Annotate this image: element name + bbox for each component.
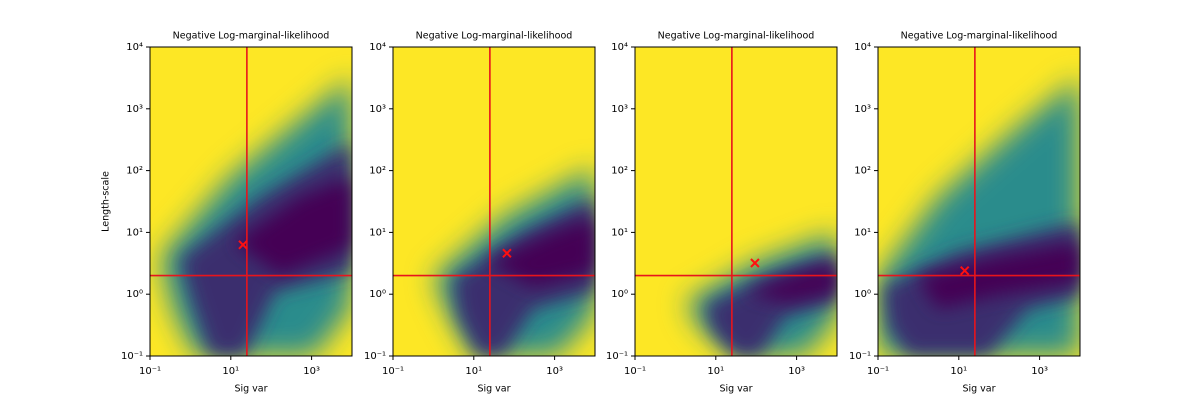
x-axis-label: Sig var [477,384,510,395]
marker-stroke [238,240,248,250]
y-tick-label: 10⁻¹ [121,351,143,362]
optimum-marker [502,248,512,258]
y-tick-label: 10⁻¹ [606,351,628,362]
y-tick-label: 10⁰ [126,289,143,300]
y-tick-label: 10⁻¹ [849,351,871,362]
x-tick-label: 10¹ [222,366,239,377]
y-tick-label: 10² [369,166,386,177]
y-tick-label: 10² [854,166,871,177]
y-tick-label: 10¹ [126,227,143,238]
panel [635,47,837,356]
y-tick-label: 10¹ [369,227,386,238]
heatmap-region [745,265,837,302]
y-tick-label: 10⁴ [611,42,628,53]
y-tick-label: 10³ [854,104,871,115]
y-tick-label: 10⁻¹ [364,351,386,362]
y-tick-label: 10⁴ [854,42,871,53]
optimum-marker [238,240,248,250]
x-axis-label: Sig var [234,384,267,395]
panel [150,47,352,356]
axes-frame [149,46,353,357]
marker-stroke [959,265,970,276]
x-tick-label: 10⁻¹ [867,366,889,377]
chart-title: Negative Log-marginal-likelihood [901,31,1058,42]
optimum-marker [750,258,760,268]
x-tick-label: 10⁻¹ [139,366,161,377]
marker-stroke [750,258,760,268]
x-tick-label: 10³ [303,366,320,377]
y-tick-label: 10⁰ [611,289,628,300]
axes-frame [634,46,838,357]
heatmap-region [488,217,595,287]
chart-title: Negative Log-marginal-likelihood [658,31,815,42]
y-tick-label: 10² [126,166,143,177]
x-tick-label: 10³ [1031,366,1048,377]
x-tick-label: 10³ [546,366,563,377]
heatmap-region [235,177,352,275]
y-tick-label: 10¹ [854,227,871,238]
x-tick-label: 10¹ [707,366,724,377]
x-tick-label: 10¹ [465,366,482,377]
chart-title: Negative Log-marginal-likelihood [416,31,573,42]
x-tick-label: 10⁻¹ [382,366,404,377]
axes-frame [392,46,596,357]
axes-frame [877,46,1081,357]
y-tick-label: 10² [611,166,628,177]
y-tick-label: 10⁰ [369,289,386,300]
x-tick-label: 10³ [788,366,805,377]
y-tick-label: 10⁴ [369,42,386,53]
x-tick-label: 10⁻¹ [624,366,646,377]
y-axis-label: Length-scale [101,171,112,232]
y-tick-label: 10³ [369,104,386,115]
x-tick-label: 10¹ [950,366,967,377]
y-tick-label: 10³ [611,104,628,115]
panel [878,47,1080,356]
marker-stroke [502,248,512,258]
x-axis-label: Sig var [962,384,995,395]
chart-title: Negative Log-marginal-likelihood [173,31,330,42]
y-tick-label: 10⁴ [126,42,143,53]
y-tick-label: 10³ [126,104,143,115]
panel [393,47,595,356]
y-tick-label: 10⁰ [854,289,871,300]
optimum-marker [959,265,970,276]
x-axis-label: Sig var [719,384,752,395]
y-tick-label: 10¹ [611,227,628,238]
